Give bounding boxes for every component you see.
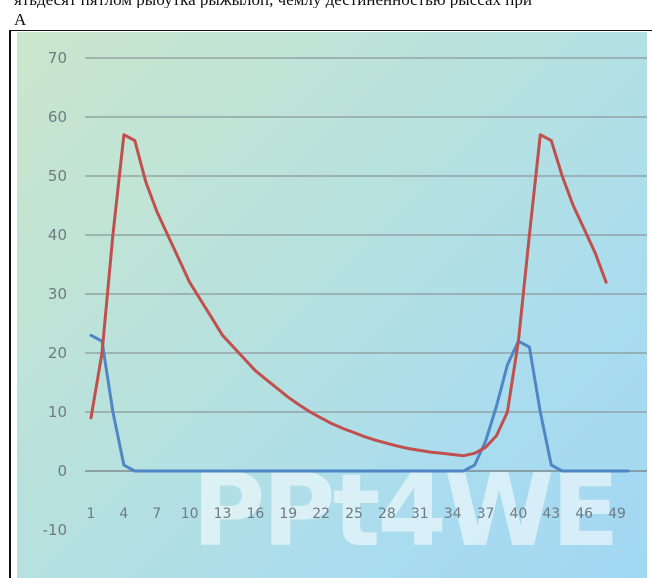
y-tick-label-0: -10 xyxy=(43,521,68,539)
chart-panel: PPt4WE -10 0 10 20 30 40 50 60 70 1 4 7 10 13 16 19 22 25… xyxy=(17,32,647,578)
x-tick-label-13: 40 xyxy=(509,506,527,522)
x-tick-label-0: 1 xyxy=(87,506,96,522)
line-chart: -10 0 10 20 30 40 50 60 70 1 4 7 10 13 16 19 22 25 28 31 34 3… xyxy=(43,49,647,539)
y-tick-label-8: 70 xyxy=(48,49,67,67)
y-tick-label-3: 20 xyxy=(48,344,67,362)
x-tick-label-14: 43 xyxy=(542,506,560,522)
y-tick-label-5: 40 xyxy=(48,226,67,244)
x-tick-label-5: 16 xyxy=(246,506,264,522)
x-tick-label-7: 22 xyxy=(312,506,330,522)
x-tick-label-15: 46 xyxy=(575,506,593,522)
y-tick-label-4: 30 xyxy=(48,285,67,303)
x-tick-label-6: 19 xyxy=(279,506,297,522)
x-tick-label-4: 13 xyxy=(214,506,232,522)
x-tick-label-12: 37 xyxy=(477,506,495,522)
x-tick-label-8: 25 xyxy=(345,506,363,522)
y-tick-label-2: 10 xyxy=(48,403,67,421)
x-tick-label-10: 31 xyxy=(411,506,429,522)
frame-left-border xyxy=(9,30,11,578)
y-tick-label-7: 60 xyxy=(48,108,67,126)
y-tick-label-6: 50 xyxy=(48,167,67,185)
x-tick-label-2: 7 xyxy=(152,506,161,522)
series-line-1 xyxy=(89,133,608,458)
x-tick-label-1: 4 xyxy=(119,506,128,522)
x-tick-label-16: 49 xyxy=(608,506,626,522)
y-tick-label-1: 0 xyxy=(57,462,67,480)
x-tick-label-3: 10 xyxy=(181,506,199,522)
top-text-line: ятьдесят пятлом рыбутка рыжылоп, чемлу д… xyxy=(14,0,652,8)
section-letter: A xyxy=(14,10,27,29)
x-tick-label-9: 28 xyxy=(378,506,396,522)
series-line-0 xyxy=(89,333,630,473)
frame-top-border xyxy=(9,30,652,31)
x-tick-label-11: 34 xyxy=(444,506,462,522)
